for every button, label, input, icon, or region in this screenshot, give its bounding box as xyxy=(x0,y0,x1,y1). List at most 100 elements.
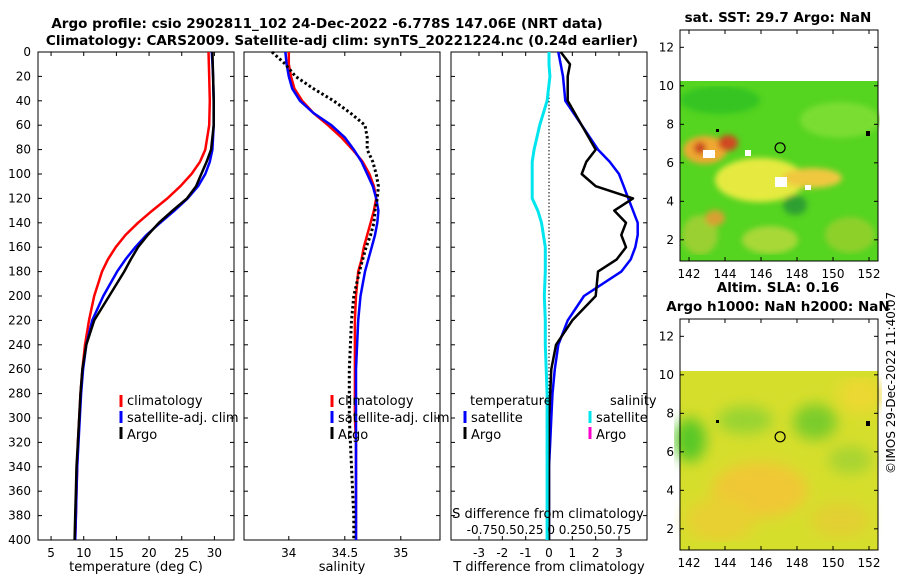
map-y-tick-label: 12 xyxy=(659,329,674,343)
legend-s-satellite: satellite xyxy=(596,411,648,426)
depth-tick-label: 300 xyxy=(8,411,31,425)
map-x-tick-label: 150 xyxy=(822,556,845,570)
salinity-axes-frame xyxy=(243,51,441,541)
sst-map-frame xyxy=(679,29,879,262)
depth-tick-label: 180 xyxy=(8,265,31,279)
sst-patch xyxy=(715,158,805,202)
x-tick-label: 10 xyxy=(76,546,91,560)
map-y-tick-label: 2 xyxy=(666,522,674,536)
sst-map-x-axis: 142 144 146 148 150 152 xyxy=(678,30,881,281)
sst-patch xyxy=(705,210,725,226)
x-tick-label: 20 xyxy=(141,546,156,560)
legend-satellite: satellite-adj. clim xyxy=(127,411,239,426)
sst-field xyxy=(680,81,880,261)
depth-tick-label: 220 xyxy=(8,313,31,327)
map-x-tick-label: 146 xyxy=(750,267,773,281)
sst-patch xyxy=(782,168,842,188)
x-tick-label: -2 xyxy=(496,546,508,560)
salinity-xlabel: salinity xyxy=(319,560,366,575)
sla-patches xyxy=(674,377,882,542)
sst-patch xyxy=(718,135,738,151)
sla-map-title-1: Altim. SLA: 0.16 xyxy=(717,280,839,296)
sst-land xyxy=(866,131,870,136)
legend-t-satellite: satellite xyxy=(471,411,523,426)
map-x-tick-label: 150 xyxy=(822,267,845,281)
depth-tick-label: 60 xyxy=(16,118,31,132)
x-tick-label: 2 xyxy=(592,546,600,560)
legend-salinity-header: salinity xyxy=(610,394,657,409)
sla-patch xyxy=(810,502,870,538)
sla-patch xyxy=(674,418,706,462)
depth-tick-label: 260 xyxy=(8,362,31,376)
title-line-2: Climatology: CARS2009. Satellite-adj cli… xyxy=(46,33,638,49)
x-tick-label: 30 xyxy=(207,546,222,560)
depth-tick-label: 200 xyxy=(8,289,31,303)
temperature-panel: 0 20 40 60 80 100 120 140 160 180 200 220 240 260 280 3… xyxy=(8,45,239,575)
depth-tick-label: 320 xyxy=(8,435,31,449)
sla-patch xyxy=(838,377,882,413)
map-x-tick-label: 142 xyxy=(678,556,701,570)
series-line-argo xyxy=(73,51,215,541)
legend-argo: Argo xyxy=(127,428,157,443)
sst-map-title: sat. SST: 29.7 Argo: NaN xyxy=(685,10,872,26)
series-line-satellite-adj-clim xyxy=(73,51,215,541)
sla-map-frame xyxy=(679,318,879,551)
sst-gap xyxy=(745,150,751,156)
sla-land xyxy=(716,420,719,423)
series-line-t-satellite xyxy=(547,51,639,540)
map-x-tick-label: 148 xyxy=(786,556,809,570)
legend-climatology: climatology xyxy=(127,394,203,409)
salinity-difference-ticks: -0.750.50.25 0 0.250.50.75 xyxy=(467,523,632,537)
series-line-climatology xyxy=(73,51,212,541)
argo-location-marker xyxy=(774,431,786,443)
sst-gap xyxy=(775,177,787,187)
sst-patch xyxy=(682,215,718,255)
legend-argo: Argo xyxy=(338,428,368,443)
x-tick-label: 3 xyxy=(615,546,623,560)
sst-land xyxy=(716,129,719,132)
depth-tick-label: 360 xyxy=(8,484,31,498)
sla-patch xyxy=(828,446,872,474)
legend-temperature-header: temperature xyxy=(470,394,552,409)
sla-patch xyxy=(717,406,773,434)
depth-tick-label: 100 xyxy=(8,167,31,181)
map-x-tick-label: 142 xyxy=(678,267,701,281)
map-y-tick-label: 4 xyxy=(666,483,674,497)
salinity-x-axis: 34 34.5 35 xyxy=(281,52,408,560)
x-tick-label: 0 xyxy=(545,546,553,560)
x-tick-label: 34 xyxy=(281,546,296,560)
temperature-xlabel: temperature (deg C) xyxy=(69,560,203,575)
sla-map-y-axis: 2 4 6 8 10 12 xyxy=(659,329,878,536)
depth-tick-label: 280 xyxy=(8,387,31,401)
x-tick-label: -1 xyxy=(520,546,532,560)
temperature-axes-frame xyxy=(37,51,235,541)
map-x-tick-label: 152 xyxy=(858,556,881,570)
depth-tick-label: 0 xyxy=(23,45,31,59)
salinity-lines xyxy=(270,50,380,540)
map-x-tick-label: 146 xyxy=(750,556,773,570)
sst-map: sat. SST: 29.7 Argo: NaN xyxy=(659,10,881,281)
series-line-satellite-adj-clim xyxy=(284,51,380,540)
depth-tick-label: 340 xyxy=(8,460,31,474)
legend-satellite: satellite-adj. clim xyxy=(338,411,450,426)
legend-t-argo: Argo xyxy=(471,428,501,443)
x-tick-label: -3 xyxy=(473,546,485,560)
map-y-tick-label: 8 xyxy=(666,117,674,131)
sla-land xyxy=(866,421,870,426)
map-y-tick-label: 4 xyxy=(666,194,674,208)
title-line-1: Argo profile: csio 2902811_102 24-Dec-20… xyxy=(51,16,602,32)
map-y-tick-label: 8 xyxy=(666,406,674,420)
sst-gap xyxy=(805,185,811,190)
depth-tick-label: 240 xyxy=(8,338,31,352)
argo-location-marker xyxy=(774,142,786,154)
map-x-tick-label: 148 xyxy=(786,267,809,281)
sla-map: Altim. SLA: 0.16 Argo h1000: NaN h2000: … xyxy=(659,280,890,570)
sst-patch xyxy=(742,226,798,254)
copyright: ©IMOS 29-Dec-2022 11:40:07 xyxy=(884,292,898,474)
sla-field xyxy=(674,371,882,550)
map-x-tick-label: 152 xyxy=(858,267,881,281)
map-y-tick-label: 6 xyxy=(666,156,674,170)
depth-tick-label: 140 xyxy=(8,216,31,230)
sst-patches xyxy=(680,86,880,255)
